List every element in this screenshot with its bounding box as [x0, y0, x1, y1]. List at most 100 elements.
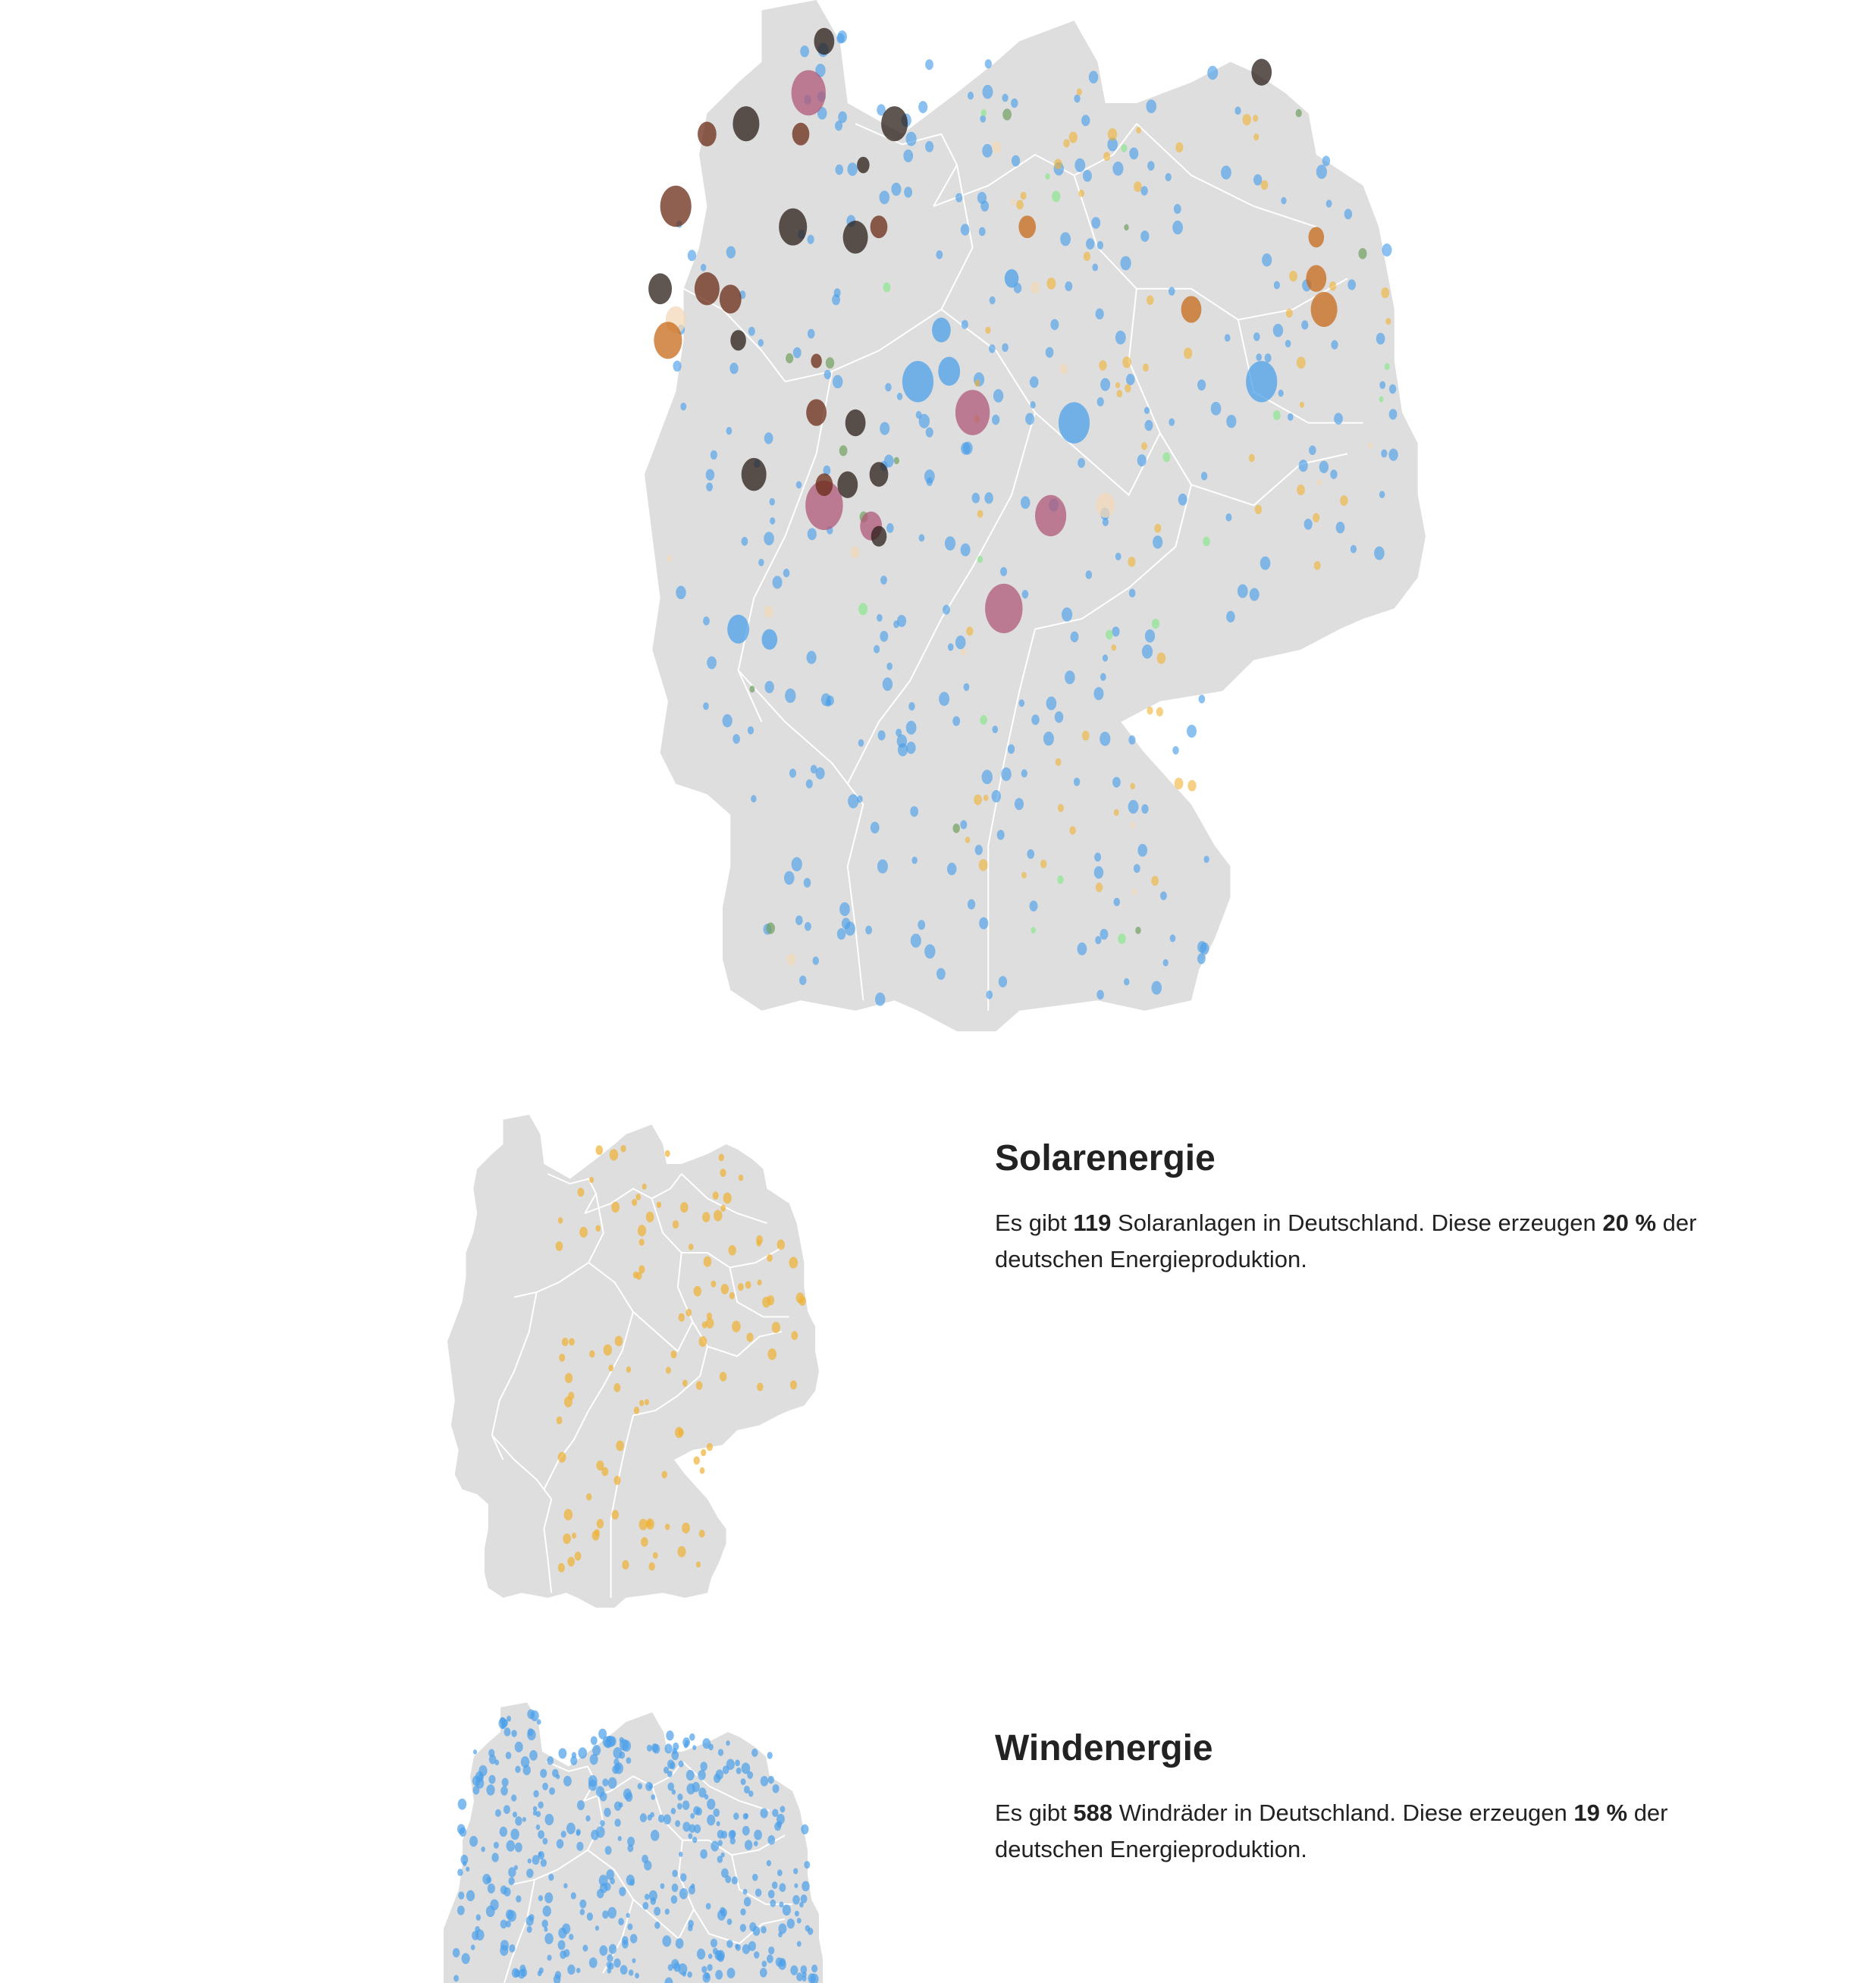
wind-marker [710, 1938, 717, 1948]
wind-marker [663, 1766, 670, 1774]
wind-marker [627, 1923, 633, 1931]
wind-marker [578, 1747, 588, 1759]
wind-marker [1140, 230, 1150, 242]
wind-marker [925, 141, 934, 152]
wind-marker [794, 1883, 798, 1888]
wind-marker [1002, 343, 1009, 353]
wind-marker [549, 1787, 555, 1795]
wind-marker [1143, 406, 1150, 415]
plant-marker [839, 445, 848, 457]
wind-marker [607, 1906, 617, 1919]
solar-marker [569, 1338, 575, 1346]
wind-marker [810, 764, 817, 773]
wind-marker [832, 294, 841, 306]
wind-marker [1234, 106, 1241, 115]
solar-marker [555, 1241, 563, 1251]
wind-marker [924, 944, 936, 959]
wind-marker [607, 1967, 612, 1974]
wind-marker [620, 1965, 628, 1975]
wind-marker [1381, 449, 1388, 458]
solar-marker [1116, 390, 1123, 398]
solar-marker [1111, 644, 1117, 651]
solar-marker [728, 1244, 736, 1256]
wind-marker [774, 1821, 782, 1831]
solar-marker [791, 1331, 798, 1341]
plant-marker [766, 922, 776, 934]
wind-marker [705, 1903, 711, 1910]
wind-marker [542, 1782, 548, 1790]
wind-marker [707, 1798, 716, 1810]
solar-marker [1099, 360, 1107, 371]
plant-marker [977, 555, 983, 563]
wind-marker [1344, 209, 1353, 220]
wind-marker [752, 1873, 758, 1881]
large-plant-marker [845, 409, 866, 437]
wind-marker [844, 921, 855, 936]
plant-marker [1132, 888, 1137, 896]
wind-marker [978, 227, 986, 237]
wind-marker [520, 1756, 530, 1768]
wind-marker [789, 768, 797, 778]
wind-marker [538, 1830, 544, 1839]
wind-marker [992, 414, 1000, 425]
wind-marker [747, 726, 754, 735]
solar-marker [974, 379, 980, 388]
wind-marker [538, 1801, 544, 1809]
plant-marker [991, 140, 1001, 153]
solar-marker [556, 1416, 563, 1425]
large-plant-marker [1310, 291, 1338, 328]
wind-marker [772, 1809, 779, 1818]
plant-marker [1052, 190, 1061, 202]
wind-marker [533, 1790, 539, 1798]
solar-marker [767, 1348, 777, 1360]
wind-marker [1160, 891, 1167, 901]
wind-marker [1074, 158, 1086, 172]
wind-marker [767, 1835, 776, 1845]
wind-marker [642, 1901, 649, 1910]
solar-marker [622, 1560, 629, 1570]
wind-marker [579, 1909, 585, 1916]
wind-marker [662, 1935, 672, 1947]
solar-marker [1289, 271, 1297, 282]
wind-marker [619, 1739, 629, 1751]
wind-marker [754, 1951, 760, 1959]
wind-marker [767, 1775, 774, 1784]
wind-marker [614, 1818, 621, 1828]
plant-marker [1106, 629, 1113, 640]
wind-marker [664, 1743, 673, 1754]
wind-marker [720, 1908, 727, 1917]
wind-marker [800, 1965, 808, 1974]
wind-marker [677, 1793, 683, 1801]
wind-marker [792, 347, 802, 359]
wind-marker [1060, 232, 1071, 246]
solar-marker [644, 1399, 649, 1405]
wind-marker [475, 1914, 482, 1921]
wind-marker [522, 1817, 526, 1822]
wind-marker [1100, 928, 1109, 940]
wind-marker [1000, 566, 1008, 576]
solar-marker [1134, 181, 1142, 193]
solar-marker [966, 626, 974, 636]
wind-marker [1081, 115, 1090, 127]
wind-marker [457, 1798, 467, 1810]
large-plant-marker [660, 185, 692, 227]
wind-marker [758, 339, 764, 347]
solar-marker [595, 1145, 604, 1156]
solar-marker [685, 1308, 692, 1317]
wind-marker [556, 1774, 560, 1780]
wind-marker [896, 728, 902, 737]
wind-marker [556, 1839, 564, 1849]
wind-marker [960, 820, 968, 830]
solar-marker [706, 1312, 713, 1320]
plant-marker [1010, 198, 1016, 206]
wind-marker [1112, 626, 1120, 637]
wind-marker [791, 857, 802, 872]
wind-marker [823, 465, 831, 475]
wind-marker [510, 1828, 519, 1840]
wind-marker [776, 1869, 783, 1877]
wind-marker [505, 1920, 511, 1928]
wind-marker [865, 925, 873, 935]
wind-marker [529, 1749, 538, 1761]
large-plant-marker [791, 70, 826, 116]
wind-marker [588, 1774, 598, 1787]
